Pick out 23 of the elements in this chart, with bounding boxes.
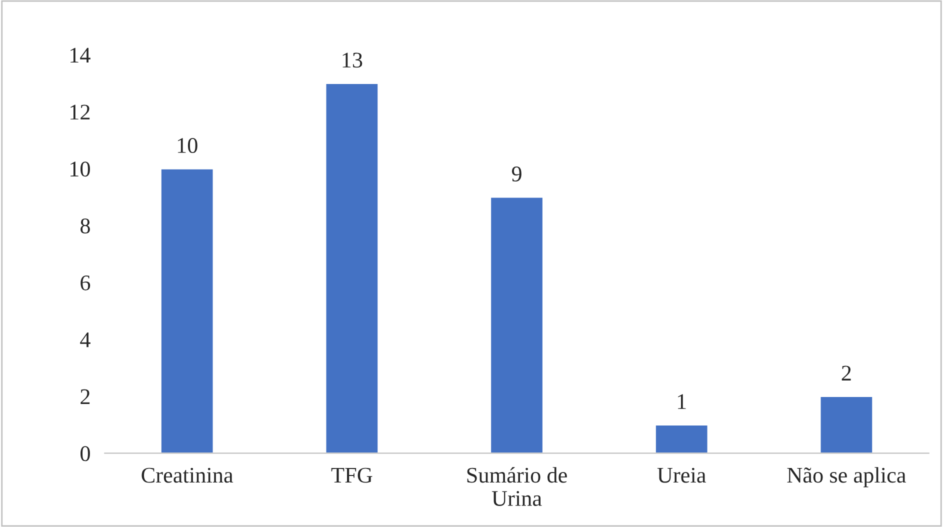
y-tick-label: 6 [80, 275, 90, 290]
bar [654, 424, 709, 454]
data-label: 2 [842, 366, 851, 380]
bar [490, 196, 544, 454]
y-tick-label: 0 [80, 446, 90, 462]
data-label: 1 [678, 394, 686, 409]
x-tick-label: Não se aplica [787, 467, 906, 488]
data-label: 9 [512, 166, 522, 182]
y-tick-label: 12 [70, 104, 90, 120]
y-tick-label: 14 [70, 48, 90, 63]
x-tick-label: TFG [331, 468, 372, 483]
y-tick-label: 8 [80, 218, 90, 234]
x-tick-label: Creatinina [142, 468, 234, 483]
bar [819, 396, 874, 454]
data-label: 10 [178, 138, 198, 154]
bar [324, 82, 379, 454]
y-tick-label: 2 [80, 389, 90, 404]
bar [160, 168, 214, 454]
x-tick-label: Sumário de Urina [467, 467, 567, 506]
y-tick-label: 10 [70, 162, 90, 177]
x-tick-label: Ureia [657, 468, 706, 483]
y-tick-label: 4 [80, 332, 90, 348]
data-label: 13 [342, 52, 362, 68]
